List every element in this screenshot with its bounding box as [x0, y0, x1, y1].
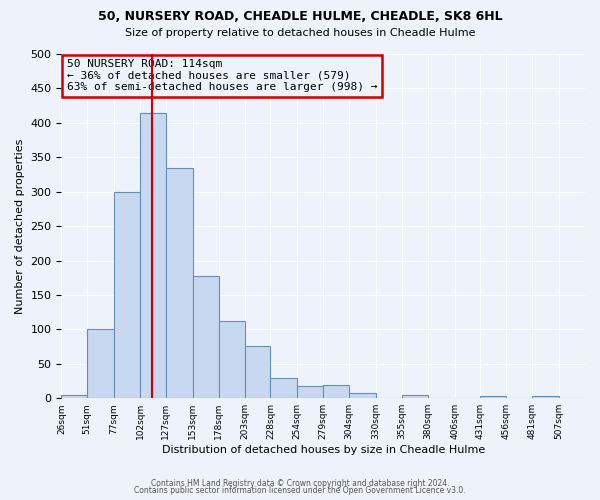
- Bar: [87, 330, 114, 398]
- Bar: [481, 396, 506, 398]
- Bar: [245, 346, 271, 398]
- Bar: [61, 395, 87, 398]
- Bar: [271, 378, 298, 398]
- Bar: [298, 386, 323, 398]
- Bar: [166, 168, 193, 398]
- Bar: [402, 395, 428, 398]
- Text: Contains HM Land Registry data © Crown copyright and database right 2024.: Contains HM Land Registry data © Crown c…: [151, 478, 449, 488]
- X-axis label: Distribution of detached houses by size in Cheadle Hulme: Distribution of detached houses by size …: [161, 445, 485, 455]
- Bar: [349, 392, 376, 398]
- Bar: [114, 192, 140, 398]
- Bar: [193, 276, 218, 398]
- Text: Size of property relative to detached houses in Cheadle Hulme: Size of property relative to detached ho…: [125, 28, 475, 38]
- Bar: [218, 321, 245, 398]
- Text: Contains public sector information licensed under the Open Government Licence v3: Contains public sector information licen…: [134, 486, 466, 495]
- Bar: [140, 112, 166, 398]
- Bar: [532, 396, 559, 398]
- Y-axis label: Number of detached properties: Number of detached properties: [15, 138, 25, 314]
- Text: 50 NURSERY ROAD: 114sqm
← 36% of detached houses are smaller (579)
63% of semi-d: 50 NURSERY ROAD: 114sqm ← 36% of detache…: [67, 59, 377, 92]
- Bar: [323, 385, 349, 398]
- Text: 50, NURSERY ROAD, CHEADLE HULME, CHEADLE, SK8 6HL: 50, NURSERY ROAD, CHEADLE HULME, CHEADLE…: [98, 10, 502, 23]
